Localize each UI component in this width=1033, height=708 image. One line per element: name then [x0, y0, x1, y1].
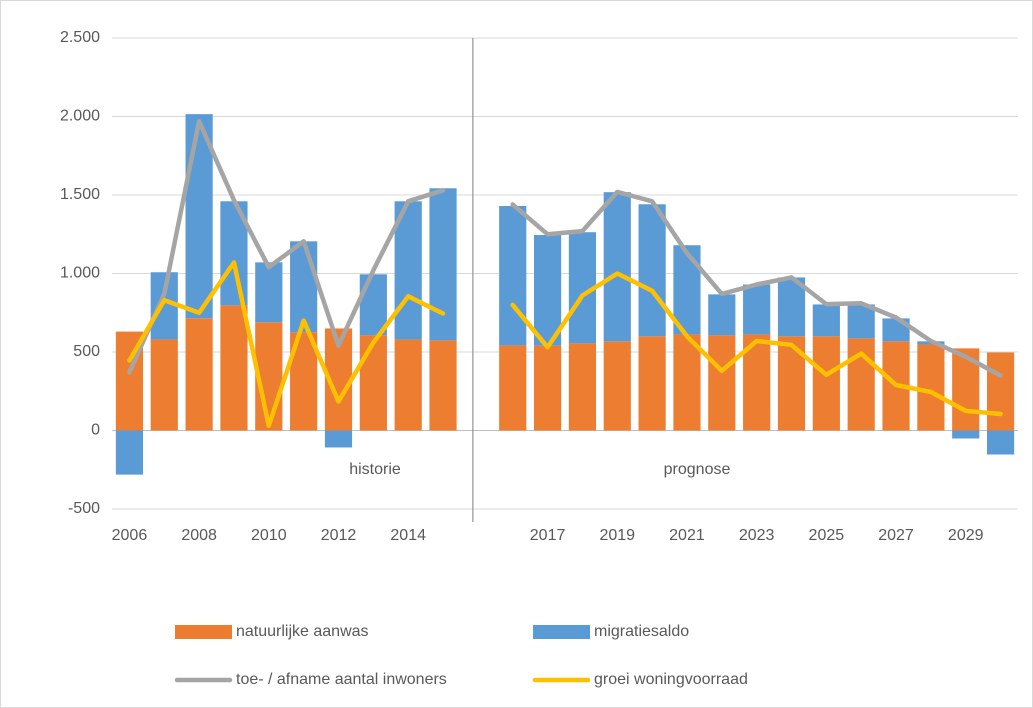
bar	[150, 339, 178, 431]
y-tick-label: 2.500	[60, 29, 100, 46]
bar	[708, 335, 736, 431]
bar	[359, 274, 387, 336]
x-tick-label: 2006	[112, 527, 148, 544]
bar	[499, 205, 527, 346]
x-tick-label: 2008	[181, 527, 217, 544]
bar	[638, 204, 666, 337]
bar	[568, 343, 597, 431]
legend-label: toe- / afname aantal inwoners	[236, 671, 447, 688]
bar	[429, 188, 457, 341]
bar	[185, 318, 213, 431]
bar	[603, 341, 631, 431]
y-tick-label: 500	[73, 343, 100, 360]
y-tick-label: 1.000	[60, 265, 100, 282]
y-tick-label: 1.500	[60, 186, 100, 203]
x-tick-label: 2027	[878, 527, 914, 544]
bar	[115, 430, 144, 475]
bar	[499, 345, 527, 431]
legend: natuurlijke aanwas migratiesaldo toe- / af…	[174, 623, 748, 688]
x-tick-label: 2010	[251, 527, 287, 544]
x-tick-label: 2023	[739, 527, 775, 544]
bar	[812, 336, 840, 431]
bar	[986, 430, 1015, 455]
bar	[986, 352, 1015, 431]
legend-label: migratiesaldo	[594, 623, 689, 640]
bar	[324, 430, 353, 448]
x-tick-label: 2019	[599, 527, 635, 544]
y-tick-label: -500	[68, 500, 100, 517]
labels: -500 0 500 1.000 1.500 2.000 2.500 2006 2008 2010…	[60, 29, 984, 544]
bar	[638, 336, 666, 431]
bar	[394, 339, 422, 431]
x-tick-label: 2012	[321, 527, 357, 544]
line	[127, 118, 1003, 378]
bars	[115, 114, 1015, 475]
annotation: historie	[349, 461, 401, 478]
x-tick-label: 2021	[669, 527, 705, 544]
line	[127, 260, 1003, 429]
bar	[812, 304, 840, 337]
legend-swatch	[175, 625, 232, 639]
y-tick-label: 2.000	[60, 108, 100, 125]
lines	[127, 118, 1003, 429]
bar	[673, 334, 701, 431]
y-tick-label: 0	[91, 422, 100, 439]
legend-label: natuurlijke aanwas	[236, 623, 369, 640]
annotation: prognose	[664, 461, 731, 478]
legend-swatch	[533, 625, 590, 639]
bar	[847, 304, 875, 339]
bar	[255, 262, 283, 323]
bar	[359, 335, 387, 431]
bar	[533, 235, 562, 346]
bar	[290, 241, 318, 333]
bar	[603, 192, 631, 342]
x-tick-label: 2029	[948, 527, 984, 544]
bar	[952, 430, 980, 439]
bar	[673, 245, 701, 335]
bar	[708, 294, 736, 336]
bar	[394, 201, 422, 340]
bar	[533, 345, 562, 431]
bar	[777, 277, 806, 337]
bar	[429, 340, 457, 431]
x-tick-label: 2025	[809, 527, 845, 544]
bar	[917, 344, 945, 431]
x-tick-label: 2017	[530, 527, 566, 544]
bar	[743, 284, 771, 335]
bar	[185, 114, 213, 319]
legend-label: groei woningvoorraad	[594, 671, 748, 688]
x-tick-label: 2014	[390, 527, 426, 544]
bar	[220, 305, 248, 431]
